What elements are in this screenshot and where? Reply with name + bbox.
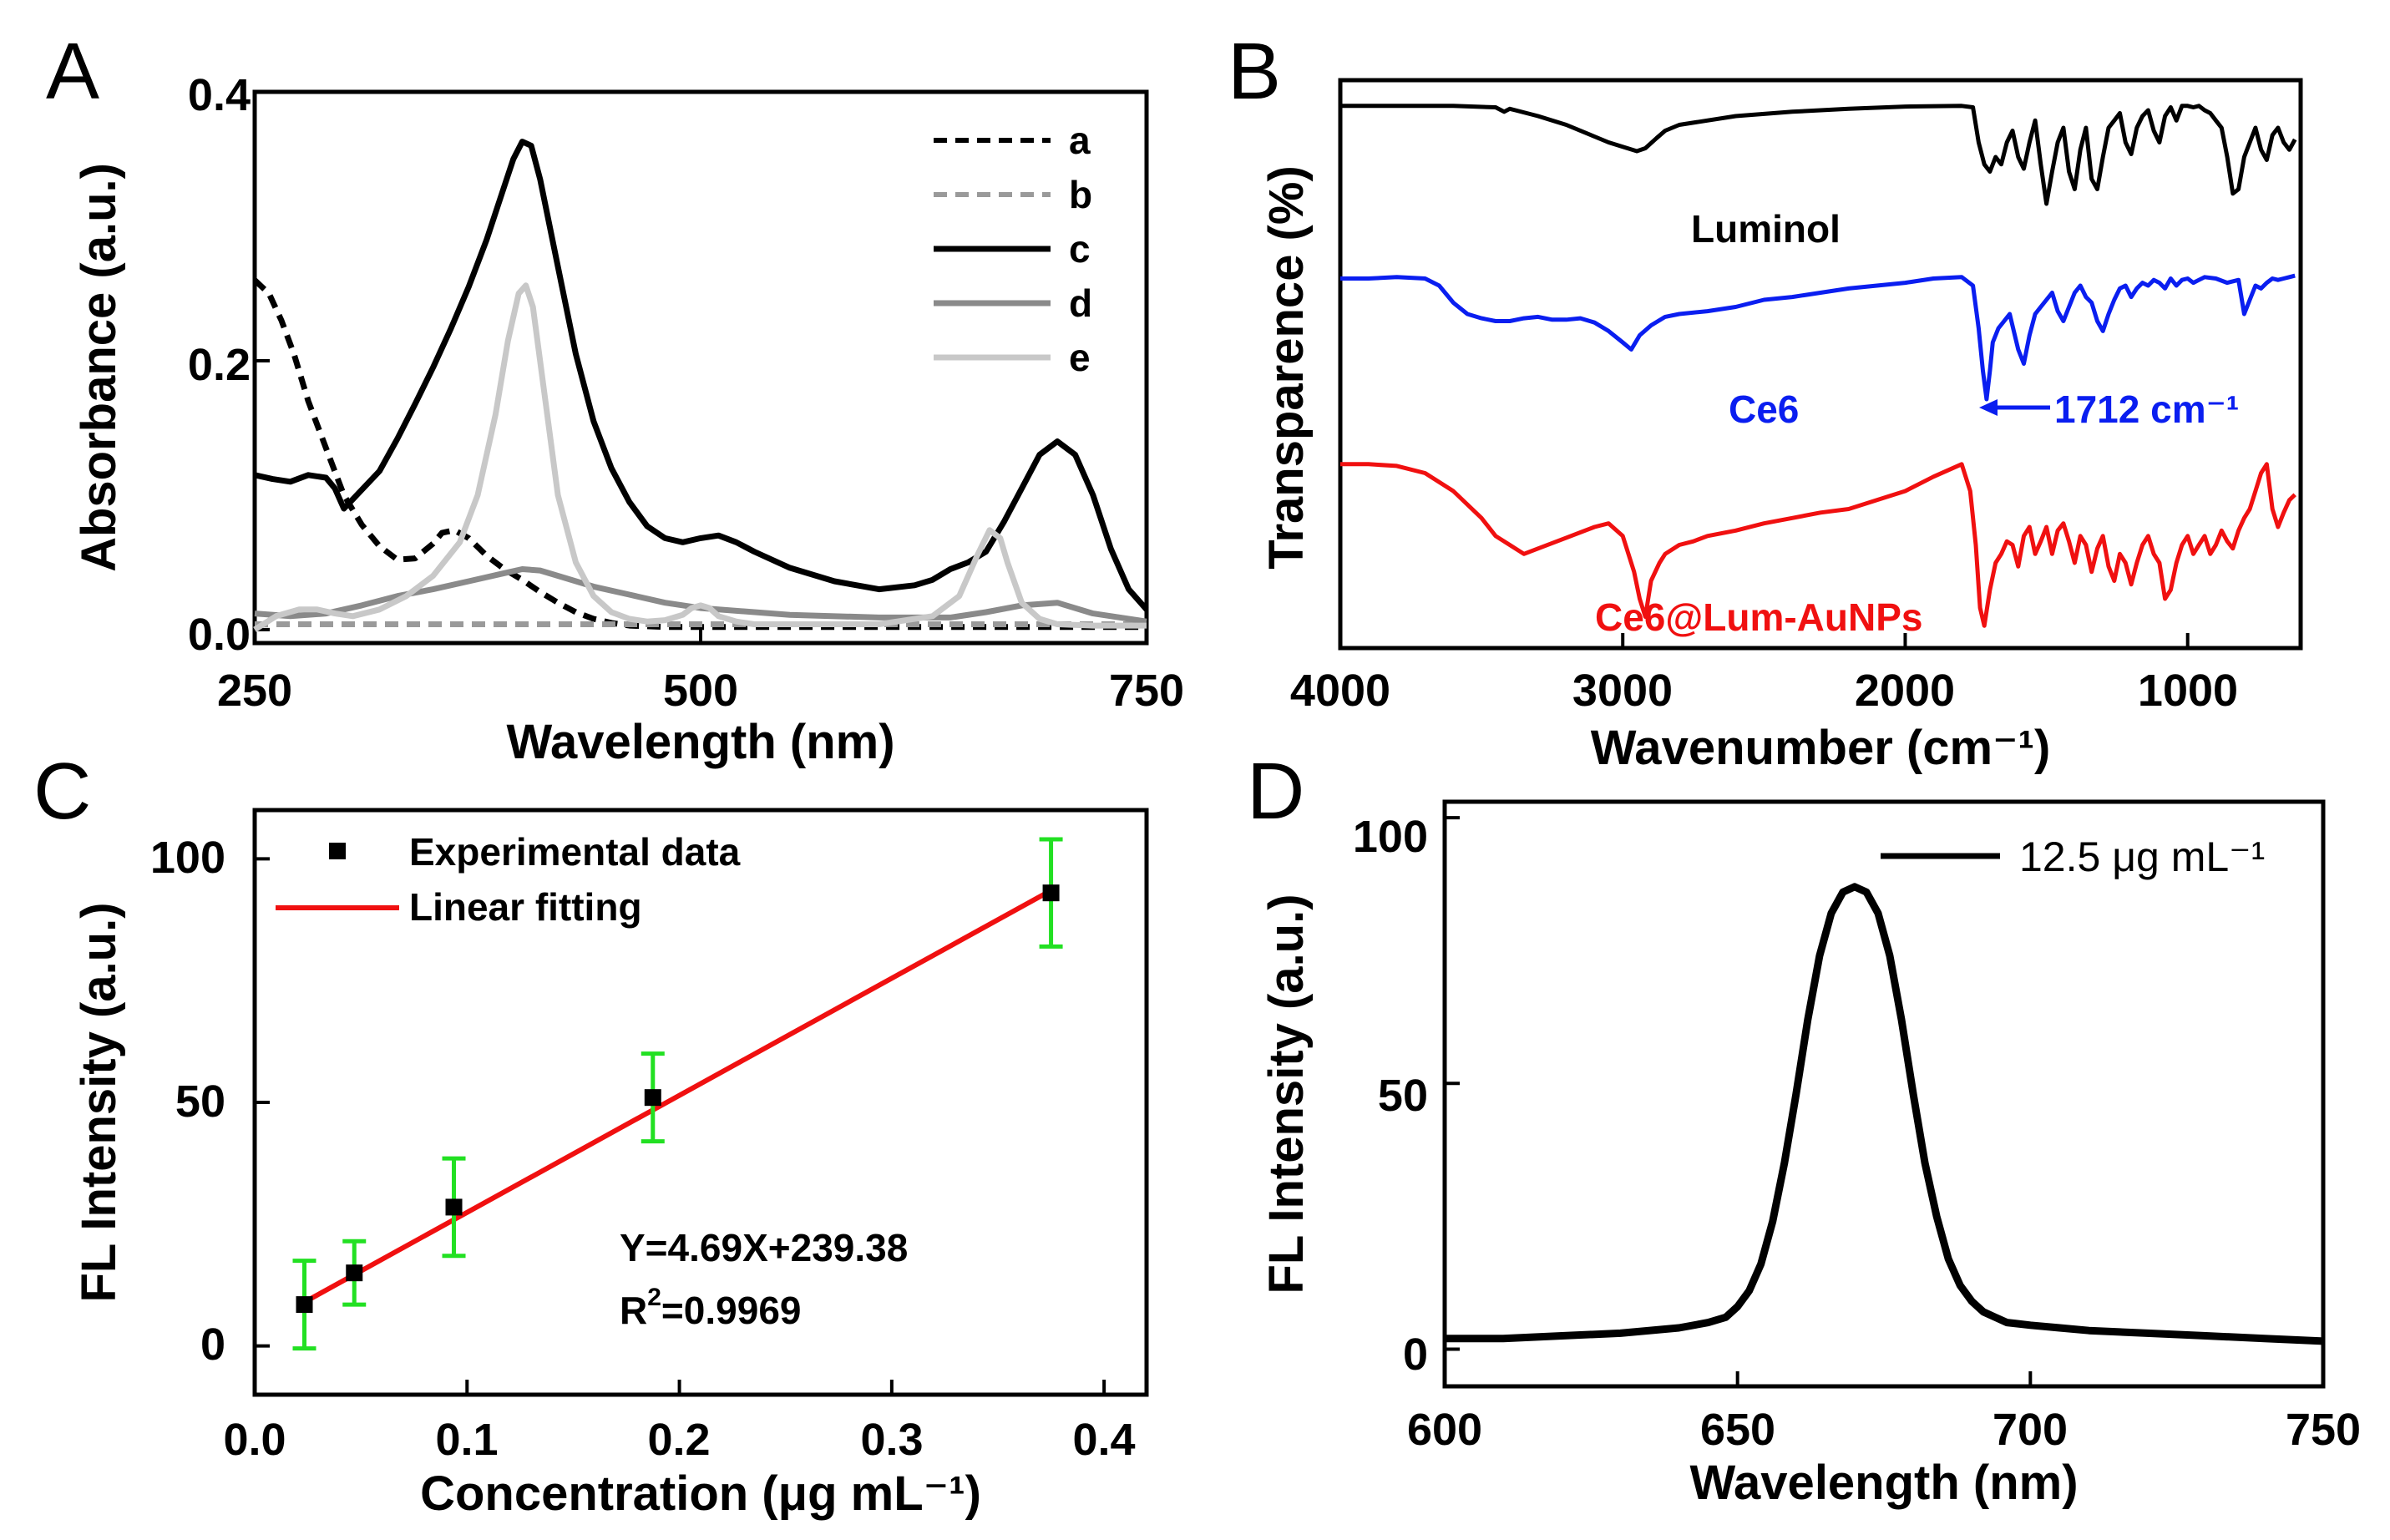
panel-a-legend: a b c d e — [934, 119, 1092, 379]
b-series-Ce6@Lum-AuNPs-line — [1340, 462, 2296, 628]
panel-a-xtick-500: 500 — [663, 666, 738, 716]
panel-b-nps-label: Ce6@Lum-AuNPs — [1595, 595, 1922, 639]
legend-experimental-label: Experimental data — [409, 830, 741, 874]
panel-d-ytick-50: 50 — [1378, 1071, 1428, 1121]
panel-c-ytick-0: 0 — [200, 1320, 225, 1370]
legend-fit-label: Linear fitting — [409, 885, 642, 929]
panel-b-peak-arrow: 1712 cm⁻¹ — [1979, 388, 2239, 431]
panel-b-luminol-label: Luminol — [1691, 207, 1841, 251]
a-series-e-line — [253, 282, 1147, 632]
legend-c-label: c — [1069, 227, 1091, 271]
panel-b-ticks — [1339, 633, 2190, 648]
panel-d-xtick-750: 750 — [2286, 1405, 2361, 1455]
panel-d-ylabel: FL Intensity (a.u.) — [1259, 894, 1314, 1294]
panel-c-xtick-0.1: 0.1 — [435, 1415, 498, 1465]
c-data-point — [296, 1296, 313, 1314]
panel-b-series — [1340, 104, 2297, 628]
panel-c-xlabel: Concentration (μg mL⁻¹) — [420, 1467, 981, 1521]
panel-b-ylabel: Transparence (%) — [1259, 165, 1314, 570]
panel-d-xlabel: Wavelength (nm) — [1689, 1456, 2078, 1510]
panel-c-letter: C — [33, 747, 91, 836]
d-series-line — [1445, 883, 2324, 1345]
panel-b-xtick-2000: 2000 — [1855, 666, 1955, 716]
panel-d-ytick-0: 0 — [1403, 1330, 1428, 1380]
panel-d: D 100 50 0 600 650 700 750 Wavelength (n… — [1247, 747, 2361, 1510]
panel-d-series — [1445, 883, 2324, 1345]
a-series-d-line — [254, 566, 1147, 625]
panel-d-ticks — [1443, 816, 2325, 1386]
c-data-point — [644, 1089, 661, 1107]
panel-c-ticks — [253, 857, 1106, 1395]
panel-c-r2: R2=0.9969 — [620, 1284, 801, 1332]
panel-d-xtick-600: 600 — [1407, 1405, 1482, 1455]
panel-a-ticks — [253, 90, 1148, 643]
panel-b-xtick-1000: 1000 — [2138, 666, 2238, 716]
legend-experimental-swatch — [329, 843, 346, 859]
legend-a-label: a — [1069, 119, 1091, 162]
panel-b-frame — [1338, 78, 2303, 651]
legend-d-label: d — [1069, 281, 1092, 325]
panel-c-legend: Experimental data Linear fitting — [276, 830, 741, 929]
panel-a-ytick-0.0: 0.0 — [188, 610, 251, 660]
r2-prefix: R — [620, 1289, 647, 1332]
panel-a-ytick-0.2: 0.2 — [188, 340, 251, 390]
panel-a-frame — [252, 89, 1149, 646]
panel-c: C 100 50 0 0.0 0.1 0.2 0.3 0.4 Concentra… — [33, 747, 1149, 1521]
panel-a-series — [252, 139, 1149, 632]
c-data-point — [346, 1264, 363, 1282]
panel-a-ytick-0.4: 0.4 — [188, 70, 251, 120]
panel-c-xtick-0.2: 0.2 — [647, 1415, 710, 1465]
b-series-Ce6-line — [1340, 273, 2296, 402]
panel-d-xtick-650: 650 — [1700, 1405, 1775, 1455]
a-series-c-line — [254, 139, 1149, 612]
legend-d-series-label: 12.5 μg mL⁻¹ — [2019, 833, 2265, 880]
c-data-point — [445, 1198, 463, 1216]
panel-c-xtick-0.4: 0.4 — [1072, 1415, 1135, 1465]
panel-c-series — [292, 837, 1063, 1351]
panel-c-xtick-0.3: 0.3 — [860, 1415, 923, 1465]
panel-a: A 0.4 0.2 0.0 250 500 750 Wavelength (nm… — [46, 27, 1184, 769]
panel-d-ytick-100: 100 — [1353, 812, 1428, 862]
panel-a-letter: A — [46, 27, 99, 116]
panel-b-xlabel: Wavenumber (cm⁻¹) — [1591, 721, 2051, 775]
panel-a-xtick-750: 750 — [1109, 666, 1184, 716]
panel-a-ylabel: Absorbance (a.u.) — [72, 163, 126, 572]
panel-b-ce6-label: Ce6 — [1729, 388, 1799, 431]
panel-c-ytick-50: 50 — [175, 1076, 225, 1127]
panel-b-xtick-3000: 3000 — [1572, 666, 1673, 716]
r2-sup: 2 — [647, 1284, 661, 1311]
panel-b-peak-label: 1712 cm⁻¹ — [2054, 388, 2239, 431]
panel-b: B 4000 3000 2000 1000 Wavenumber (cm⁻¹) … — [1228, 27, 2303, 775]
panel-c-xtick-0.0: 0.0 — [223, 1415, 286, 1465]
panel-d-xtick-700: 700 — [1993, 1405, 2068, 1455]
panel-d-frame — [1442, 799, 2326, 1389]
peak-arrow-head — [1979, 399, 1998, 416]
panel-c-ylabel: FL Intensity (a.u.) — [72, 902, 126, 1302]
panel-c-ytick-100: 100 — [150, 833, 225, 883]
panel-a-xlabel: Wavelength (nm) — [506, 715, 894, 769]
r2-value: =0.9969 — [661, 1289, 802, 1332]
panel-b-xtick-4000: 4000 — [1290, 666, 1390, 716]
legend-e-label: e — [1069, 336, 1091, 379]
panel-c-equation: Y=4.69X+239.38 — [620, 1226, 908, 1269]
panel-b-letter: B — [1228, 27, 1281, 116]
c-fit-line — [303, 888, 1053, 1304]
panel-a-xtick-250: 250 — [217, 666, 292, 716]
b-series-Luminol-line — [1340, 104, 2297, 206]
panel-d-legend: 12.5 μg mL⁻¹ — [1881, 833, 2265, 880]
c-data-point — [1042, 884, 1060, 902]
legend-b-label: b — [1069, 173, 1092, 216]
panel-d-letter: D — [1247, 747, 1304, 836]
